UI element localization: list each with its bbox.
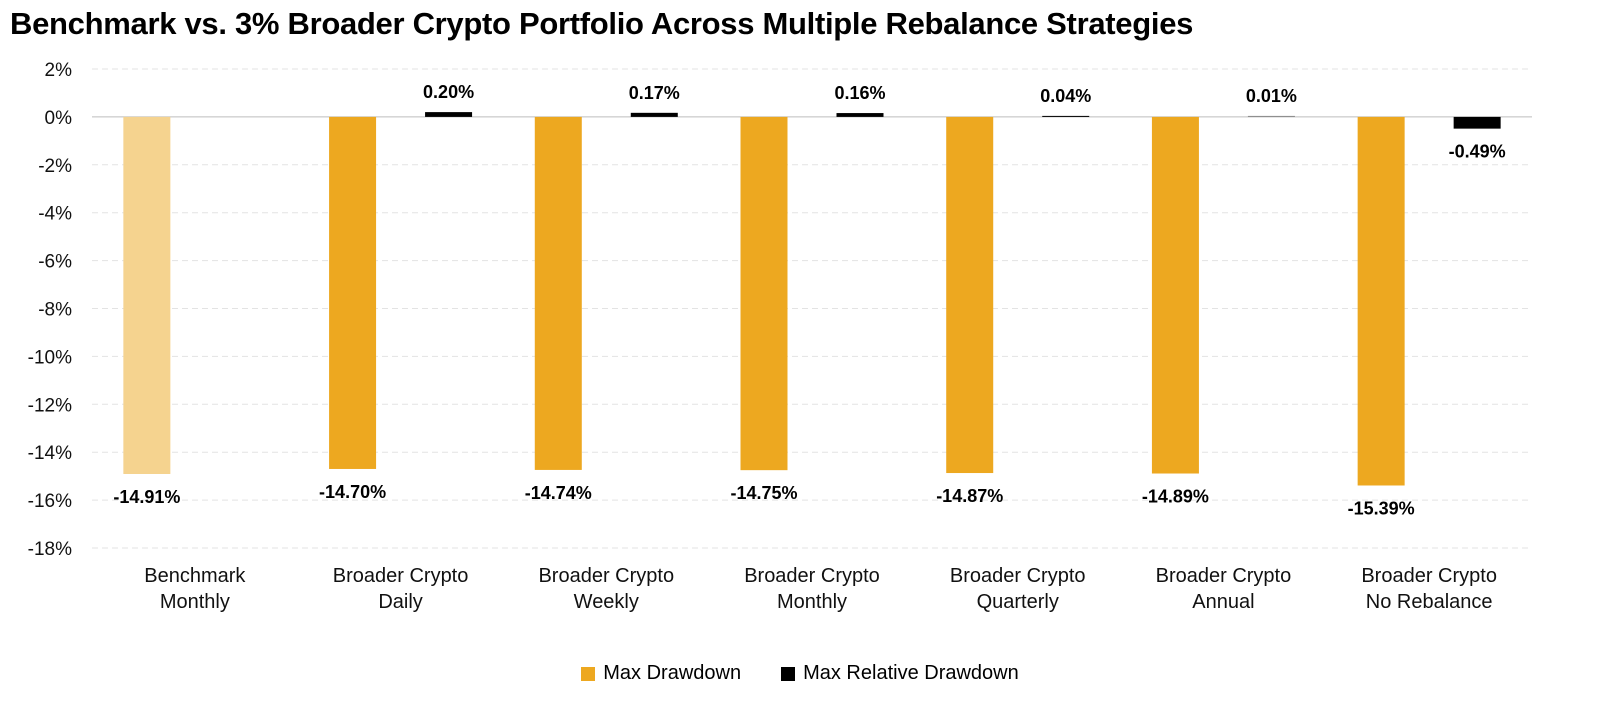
data-label-max-drawdown: -14.89% (1142, 487, 1209, 507)
data-label-max-relative-drawdown: 0.17% (629, 83, 680, 103)
bar-max-drawdown (740, 116, 788, 471)
data-label-max-relative-drawdown: 0.16% (834, 83, 885, 103)
bar-max-relative-drawdown (1453, 116, 1501, 129)
y-tick-label: -14% (28, 443, 72, 464)
x-category-label: Broader Crypto Daily (333, 565, 469, 613)
data-label-max-relative-drawdown: 0.04% (1040, 86, 1091, 106)
x-category-label: Benchmark Monthly (144, 565, 246, 613)
y-tick-label: -16% (28, 491, 72, 512)
data-label-max-relative-drawdown: 0.20% (423, 82, 474, 102)
legend: Max Drawdown Max Relative Drawdown (0, 662, 1600, 685)
y-tick-label: -10% (28, 347, 72, 368)
bar-max-drawdown (946, 116, 994, 474)
bar-max-drawdown (534, 116, 582, 470)
y-tick-label: 0% (45, 108, 73, 129)
x-category-label: Broader Crypto Annual (1156, 565, 1292, 613)
x-category-label: Broader Crypto No Rebalance (1361, 565, 1497, 613)
data-label-max-relative-drawdown: -0.49% (1449, 142, 1506, 162)
legend-swatch-max-relative-drawdown (781, 666, 796, 681)
bar-max-relative-drawdown (1247, 115, 1295, 117)
bar-max-relative-drawdown (1042, 115, 1090, 117)
data-label-max-drawdown: -14.74% (525, 483, 592, 503)
y-tick-label: -2% (38, 156, 72, 177)
y-tick-label: -4% (38, 204, 72, 225)
chart-title: Benchmark vs. 3% Broader Crypto Portfoli… (10, 6, 1194, 41)
bar-max-drawdown (1357, 116, 1405, 486)
bar-max-drawdown (1151, 116, 1199, 474)
bars (123, 112, 1501, 486)
legend-item-max-relative-drawdown: Max Relative Drawdown (781, 662, 1019, 685)
data-label-max-drawdown: -14.70% (319, 482, 386, 502)
bar-max-drawdown (329, 116, 377, 469)
bar-max-drawdown (123, 116, 171, 474)
y-tick-label: 2% (45, 60, 73, 81)
data-labels: -14.91% -14.70% 0.20% -14.74% 0.17% -14.75% 0.… (113, 82, 1505, 518)
legend-label-max-relative-drawdown: Max Relative Drawdown (803, 662, 1019, 684)
y-tick-label: -8% (38, 300, 72, 321)
legend-swatch-max-drawdown (581, 666, 596, 681)
x-category-label: Broader Crypto Monthly (744, 565, 880, 613)
y-tick-label: -6% (38, 252, 72, 273)
data-label-max-relative-drawdown: 0.01% (1246, 86, 1297, 106)
y-tick-label: -18% (28, 539, 72, 560)
gridlines (92, 68, 1532, 549)
bar-max-relative-drawdown (630, 112, 678, 117)
y-tick-label: -12% (28, 395, 72, 416)
x-category-label: Broader Crypto Weekly (538, 565, 674, 613)
data-label-max-drawdown: -14.75% (730, 483, 797, 503)
data-label-max-drawdown: -15.39% (1348, 498, 1415, 518)
data-label-max-drawdown: -14.87% (936, 486, 1003, 506)
x-category-label: Broader Crypto Quarterly (950, 565, 1086, 613)
x-axis-categories: Benchmark Monthly Broader Crypto Daily Broad… (144, 565, 1497, 613)
bar-max-relative-drawdown (836, 113, 884, 117)
data-label-max-drawdown: -14.91% (113, 487, 180, 507)
legend-label-max-drawdown: Max Drawdown (603, 662, 742, 684)
bar-max-relative-drawdown (425, 112, 473, 117)
legend-item-max-drawdown: Max Drawdown (581, 662, 741, 685)
y-axis-ticks: 2% 0% -2% -4% -6% -8% -10% -12% -14% -16% -18% (28, 60, 72, 560)
